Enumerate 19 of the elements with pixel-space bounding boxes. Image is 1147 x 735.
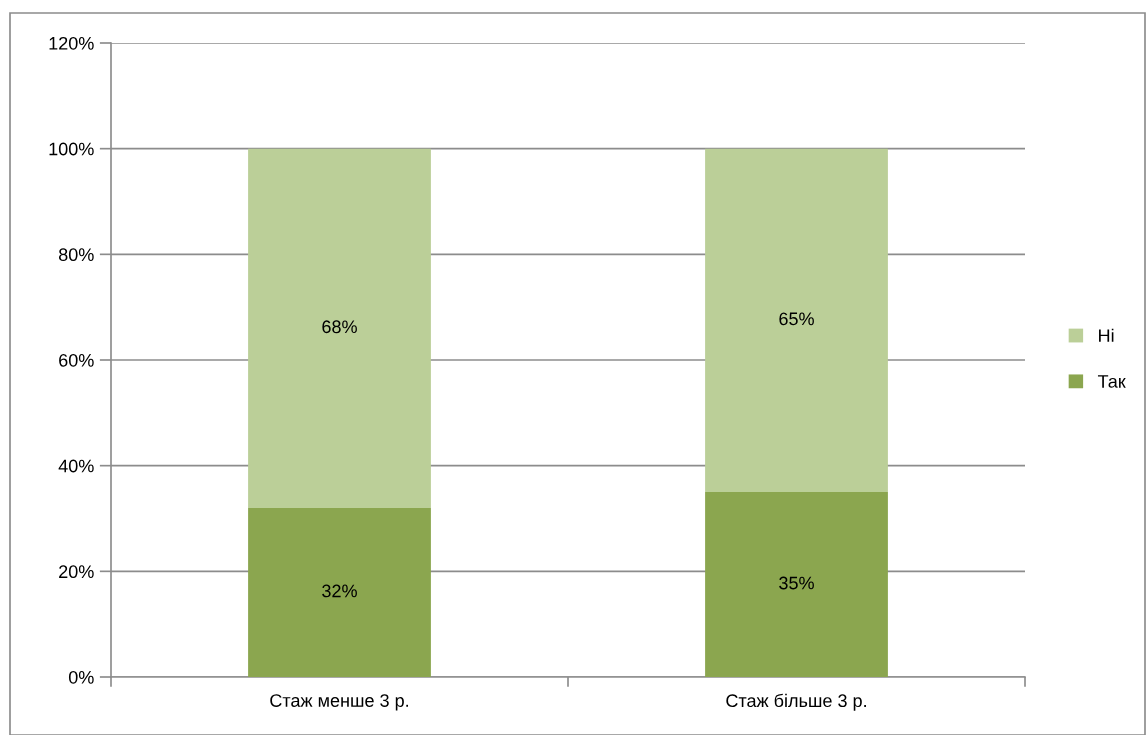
x-tick-label: Стаж менше 3 р. [270,694,409,711]
data-label: 32% [322,584,357,598]
bar [248,507,431,677]
data-label: 65% [779,312,814,326]
data-label: 68% [322,320,357,334]
x-tick-label: Стаж більше 3 р. [726,693,866,711]
data-label: 35% [779,576,814,590]
y-tick-label: 0% [68,670,94,684]
legend-label: Так [1097,375,1126,388]
bar [705,492,888,677]
bar [705,148,888,493]
y-tick-label: 100% [49,142,94,156]
y-tick-label: 80% [58,248,94,262]
y-tick-label: 60% [59,353,94,367]
bar [248,148,431,508]
y-tick-label: 40% [58,459,94,473]
y-tick-label: 20% [59,565,94,579]
legend-label: Ні [1099,328,1114,342]
y-tick-label: 120% [49,36,94,50]
